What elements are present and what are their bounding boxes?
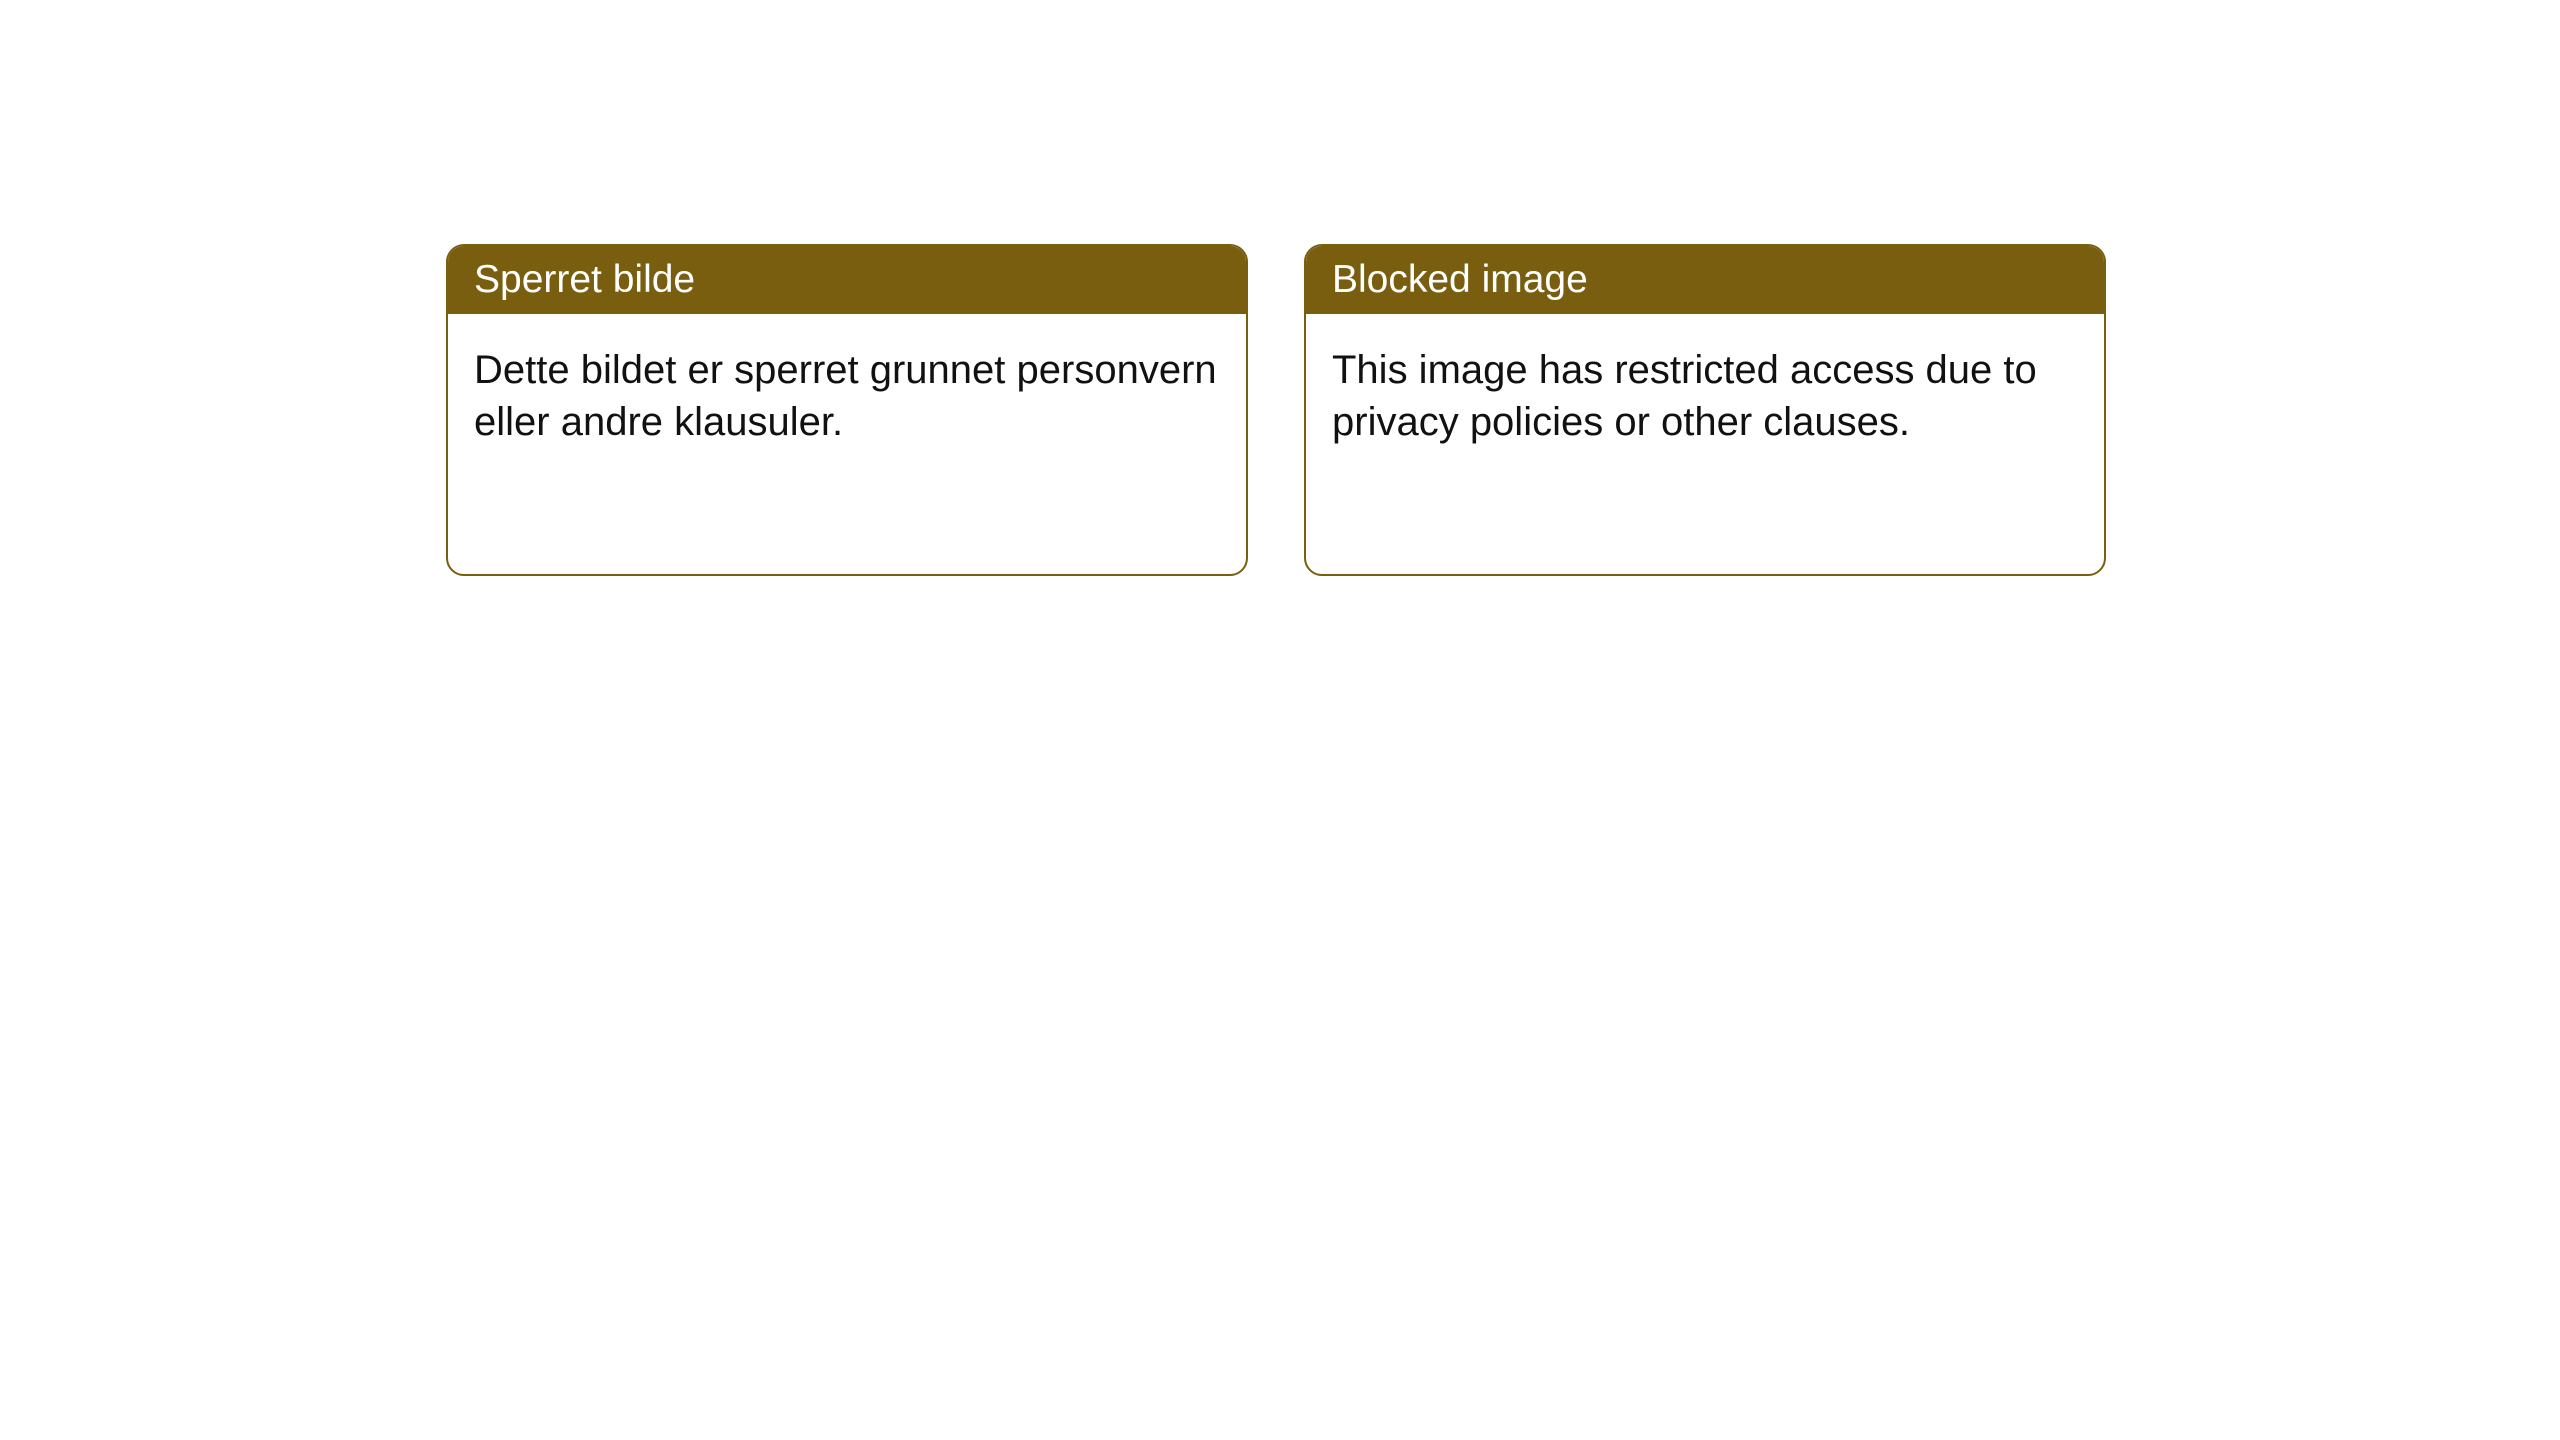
card-header: Blocked image (1306, 246, 2104, 314)
notice-card-no: Sperret bilde Dette bildet er sperret gr… (446, 244, 1248, 576)
card-title: Sperret bilde (474, 258, 695, 301)
notice-card-en: Blocked image This image has restricted … (1304, 244, 2106, 576)
card-body-text: Dette bildet er sperret grunnet personve… (474, 348, 1217, 444)
card-body: This image has restricted access due to … (1306, 314, 2104, 478)
card-header: Sperret bilde (448, 246, 1246, 314)
card-title: Blocked image (1332, 258, 1588, 301)
notice-container: Sperret bilde Dette bildet er sperret gr… (0, 0, 2560, 576)
card-body: Dette bildet er sperret grunnet personve… (448, 314, 1246, 478)
card-body-text: This image has restricted access due to … (1332, 348, 2037, 444)
